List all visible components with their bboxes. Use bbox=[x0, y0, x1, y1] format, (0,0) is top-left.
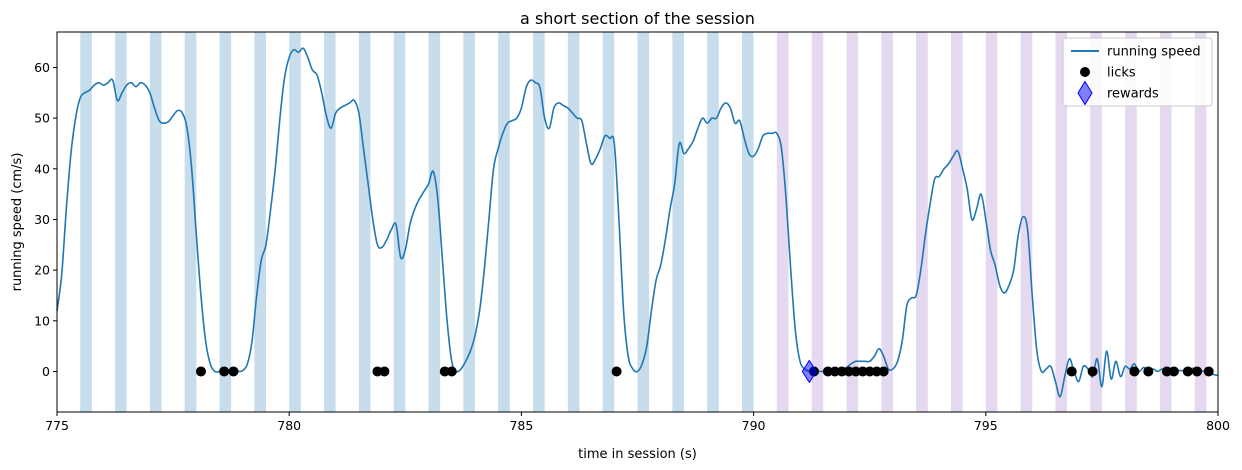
stimulus-block-blue bbox=[149, 32, 162, 412]
lick-marker bbox=[878, 366, 889, 377]
legend-label-licks: licks bbox=[1107, 66, 1136, 81]
lick-marker bbox=[857, 366, 868, 377]
x-tick-label: 785 bbox=[509, 418, 533, 433]
lick-marker bbox=[871, 366, 882, 377]
lick-marker bbox=[1143, 366, 1154, 377]
series-layer bbox=[56, 47, 1219, 398]
stimulus-block-blue bbox=[324, 32, 336, 412]
lick-marker bbox=[1129, 366, 1140, 377]
lick-marker bbox=[1161, 366, 1172, 377]
stimulus-block-purple bbox=[811, 32, 824, 412]
chart-title: a short section of the session bbox=[520, 9, 755, 28]
stimulus-blocks bbox=[80, 32, 1207, 412]
stimulus-block-purple bbox=[846, 32, 859, 412]
stimulus-block-blue bbox=[672, 32, 684, 412]
lick-marker bbox=[836, 366, 847, 377]
stimulus-block-blue bbox=[741, 32, 754, 412]
lick-marker bbox=[372, 366, 383, 377]
lick-marker bbox=[1203, 366, 1214, 377]
lick-marker bbox=[850, 366, 861, 377]
stimulus-block-purple bbox=[1159, 32, 1172, 412]
legend-label-rewards: rewards bbox=[1107, 87, 1159, 102]
axes bbox=[56, 31, 1219, 413]
y-tick-label: 0 bbox=[42, 364, 50, 379]
legend-label-running-speed: running speed bbox=[1107, 45, 1201, 60]
stimulus-block-blue bbox=[393, 32, 406, 412]
stimulus-block-blue bbox=[428, 32, 441, 412]
y-tick-label: 60 bbox=[34, 60, 50, 75]
lick-marker bbox=[1168, 366, 1179, 377]
lick-marker bbox=[1192, 366, 1203, 377]
stimulus-block-blue bbox=[637, 32, 650, 412]
lick-marker bbox=[822, 366, 833, 377]
y-tick-label: 30 bbox=[34, 212, 50, 227]
lick-marker bbox=[228, 366, 239, 377]
stimulus-block-purple bbox=[1194, 32, 1207, 412]
stimulus-block-purple bbox=[1090, 32, 1102, 412]
lick-marker bbox=[446, 366, 457, 377]
running-speed-line bbox=[56, 47, 1219, 398]
stimulus-block-blue bbox=[533, 32, 545, 412]
lick-marker bbox=[843, 366, 854, 377]
stimulus-block-blue bbox=[567, 32, 580, 412]
stimulus-block-blue bbox=[219, 32, 232, 412]
lick-marker bbox=[219, 366, 230, 377]
stimulus-block-blue bbox=[498, 32, 510, 412]
y-tick-label: 40 bbox=[34, 161, 50, 176]
y-tick-label: 10 bbox=[34, 313, 50, 328]
stimulus-block-blue bbox=[707, 32, 719, 412]
stimulus-block-purple bbox=[1055, 32, 1068, 412]
legend-lick-marker bbox=[1080, 67, 1090, 77]
x-tick-label: 780 bbox=[277, 418, 301, 433]
lick-marker bbox=[864, 366, 875, 377]
stimulus-block-blue bbox=[602, 32, 615, 412]
stimulus-block-blue bbox=[463, 32, 475, 412]
lick-marker bbox=[1182, 366, 1193, 377]
stimulus-block-blue bbox=[80, 32, 92, 412]
stimulus-block-blue bbox=[184, 32, 197, 412]
stimulus-block-purple bbox=[776, 32, 789, 412]
lick-marker bbox=[1066, 366, 1077, 377]
stimulus-block-purple bbox=[916, 32, 928, 412]
reward-marker bbox=[801, 359, 817, 384]
stimulus-block-purple bbox=[1125, 32, 1137, 412]
lick-marker bbox=[829, 366, 840, 377]
lick-marker bbox=[611, 366, 622, 377]
stimulus-block-purple bbox=[985, 32, 998, 412]
y-axis-label: running speed (cm/s) bbox=[10, 153, 25, 292]
plot-frame bbox=[56, 31, 1219, 413]
x-axis-label: time in session (s) bbox=[578, 447, 697, 462]
legend-reward-marker bbox=[1077, 80, 1093, 106]
legend-box bbox=[1062, 37, 1213, 107]
x-tick-label: 795 bbox=[974, 418, 998, 433]
stimulus-block-blue bbox=[254, 32, 266, 412]
x-tick-label: 790 bbox=[742, 418, 766, 433]
ticks: 775 780 785 790 795 800 0 10 20 30 40 50 60 bbox=[34, 60, 1230, 433]
lick-marker bbox=[195, 366, 206, 377]
stimulus-block-blue bbox=[115, 32, 127, 412]
x-tick-label: 800 bbox=[1206, 418, 1230, 433]
lick-marker bbox=[379, 366, 390, 377]
lick-marker bbox=[1087, 366, 1098, 377]
legend: running speed licks rewards bbox=[1062, 37, 1213, 107]
lick-marker bbox=[439, 366, 450, 377]
stimulus-block-purple bbox=[950, 32, 963, 412]
stimulus-block-purple bbox=[881, 32, 893, 412]
stimulus-block-blue bbox=[289, 32, 301, 412]
y-tick-label: 20 bbox=[34, 263, 50, 278]
x-tick-label: 775 bbox=[45, 418, 69, 433]
stimulus-block-blue bbox=[358, 32, 371, 412]
y-tick-label: 50 bbox=[34, 111, 50, 126]
